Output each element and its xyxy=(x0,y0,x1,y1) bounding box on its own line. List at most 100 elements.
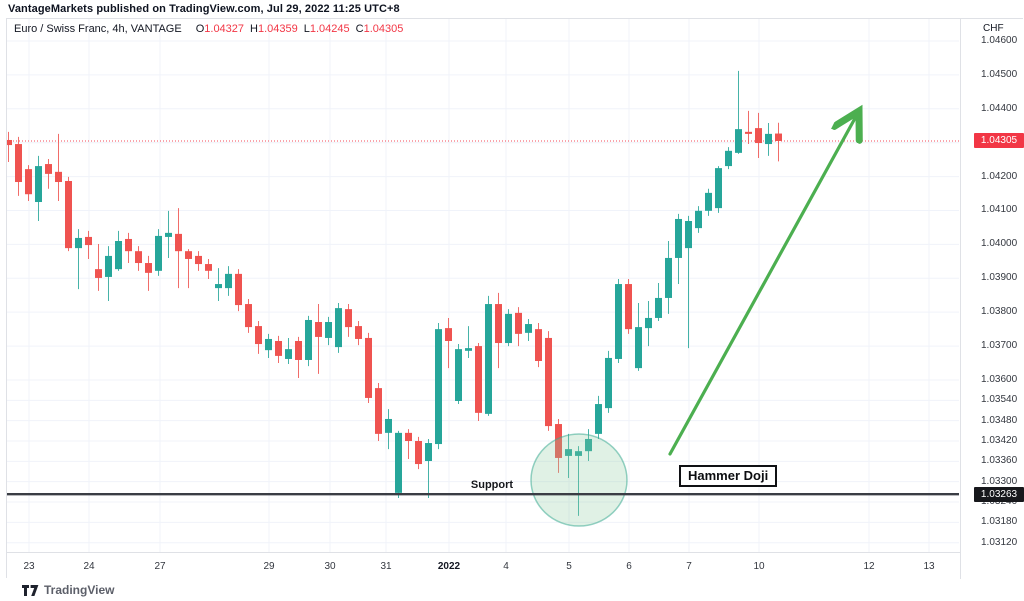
candle-up xyxy=(675,218,682,258)
time-axis[interactable]: 23 24 27 29 30 31 2022 4 5 6 7 10 12 13 xyxy=(7,552,960,579)
time-tick-label: 13 xyxy=(923,561,935,572)
candle-down xyxy=(235,273,242,306)
candle-up xyxy=(385,418,392,433)
price-tick-label: 1.03540 xyxy=(981,394,1018,406)
candle-up xyxy=(325,322,332,338)
legend-ohlc: O1.04327 H1.04359 L1.04245 C1.04305 xyxy=(190,23,404,35)
candle-down xyxy=(295,340,302,360)
candle-down xyxy=(55,171,62,183)
candle-down xyxy=(195,255,202,265)
candle-down xyxy=(135,251,142,264)
time-tick-label: 12 xyxy=(863,561,875,572)
candle-down xyxy=(205,264,212,271)
candle-up xyxy=(305,319,312,360)
up-trend-arrow xyxy=(668,111,859,456)
hammer-doji-callout: Hammer Doji xyxy=(679,465,778,487)
price-tick-label: 1.03480 xyxy=(981,414,1018,426)
ohlc-key: O xyxy=(195,23,205,35)
time-tick-label: 5 xyxy=(566,561,572,572)
candle-up xyxy=(215,284,222,289)
ohlc-key: L xyxy=(303,23,310,35)
candle-down xyxy=(745,131,752,134)
candle-down xyxy=(555,424,562,458)
candle-up xyxy=(75,237,82,249)
candle-up xyxy=(335,308,342,348)
candle-up xyxy=(395,432,402,493)
price-tick-label: 1.03420 xyxy=(981,434,1018,446)
candle-down xyxy=(185,251,192,259)
grid-lines xyxy=(7,19,959,552)
candle-up xyxy=(595,404,602,434)
candle-down xyxy=(315,322,322,337)
ohlc-value: 1.04305 xyxy=(363,23,404,35)
time-tick-label: 10 xyxy=(753,561,765,572)
symbol-title: Euro / Swiss Franc, 4h, VANTAGE xyxy=(14,23,182,35)
candle-down xyxy=(495,304,502,344)
candle-up xyxy=(615,284,622,359)
candle-down xyxy=(355,326,362,339)
axis-currency-label: CHF xyxy=(983,23,1004,34)
time-tick-label: 29 xyxy=(263,561,275,572)
candle-down xyxy=(125,238,132,252)
price-tick-label: 1.04600 xyxy=(981,35,1018,46)
candle-down xyxy=(515,312,522,334)
candle-down xyxy=(535,329,542,361)
attribution-text: VantageMarkets published on TradingView.… xyxy=(8,3,400,15)
tradingview-logo-icon xyxy=(22,584,39,596)
candle-down xyxy=(415,440,422,465)
candle-down xyxy=(545,337,552,427)
candle-down xyxy=(475,346,482,413)
time-tick-label: 30 xyxy=(324,561,336,572)
price-badge: 1.04305 xyxy=(974,133,1024,149)
time-tick-label: 23 xyxy=(23,561,35,572)
time-tick-label: 6 xyxy=(626,561,632,572)
price-tick-label: 1.03900 xyxy=(981,272,1018,284)
ohlc-value: 1.04245 xyxy=(309,23,350,35)
candle-up xyxy=(585,438,592,452)
candle-up xyxy=(485,304,492,414)
candle-up xyxy=(635,327,642,369)
candle-up xyxy=(455,349,462,401)
price-tick-label: 1.04000 xyxy=(981,238,1018,250)
time-tick-label: 24 xyxy=(83,561,95,572)
candle-up xyxy=(35,166,42,203)
price-tick-label: 1.04100 xyxy=(981,204,1018,216)
footer: TradingView xyxy=(22,581,114,599)
candle-up xyxy=(265,338,272,351)
candle-up xyxy=(155,235,162,271)
price-tick-label: 1.03180 xyxy=(981,516,1018,528)
ohlc-value: 1.04327 xyxy=(204,23,245,35)
candle-down xyxy=(145,263,152,273)
price-tick-label: 1.03600 xyxy=(981,373,1018,385)
candle-down xyxy=(25,169,32,195)
price-tick-label: 1.03800 xyxy=(981,306,1018,318)
candle-down xyxy=(85,236,92,246)
price-pane-svg[interactable] xyxy=(7,19,959,552)
candle-up xyxy=(705,192,712,211)
candle-up xyxy=(165,232,172,237)
candle-down xyxy=(405,432,412,441)
candle-down xyxy=(45,164,52,174)
candle-up xyxy=(505,313,512,344)
candle-down xyxy=(375,388,382,434)
price-axis[interactable]: CHF 1.04600 1.04500 1.04400 1.04200 1.04100 1… xyxy=(960,19,1024,579)
candle-down xyxy=(365,337,372,398)
candle-down xyxy=(345,309,352,328)
candle-down xyxy=(245,304,252,328)
chart-widget: Euro / Swiss Franc, 4h, VANTAGE O1.04327 H… xyxy=(6,18,1024,579)
candle-down xyxy=(445,328,452,341)
candle-up xyxy=(695,210,702,229)
candle-up xyxy=(655,297,662,318)
time-tick-label: 27 xyxy=(154,561,166,572)
candle-up xyxy=(685,220,692,249)
time-tick-label: 4 xyxy=(503,561,509,572)
candle-up xyxy=(465,348,472,351)
candle-down xyxy=(275,340,282,356)
candle-down xyxy=(65,180,72,249)
candle-down xyxy=(255,326,262,345)
price-pane[interactable]: Euro / Swiss Franc, 4h, VANTAGE O1.04327 H… xyxy=(7,19,959,552)
time-tick-label: 31 xyxy=(380,561,392,572)
candle-up xyxy=(435,329,442,445)
price-tick-label: 1.04500 xyxy=(981,68,1018,80)
candle-down xyxy=(95,269,102,278)
